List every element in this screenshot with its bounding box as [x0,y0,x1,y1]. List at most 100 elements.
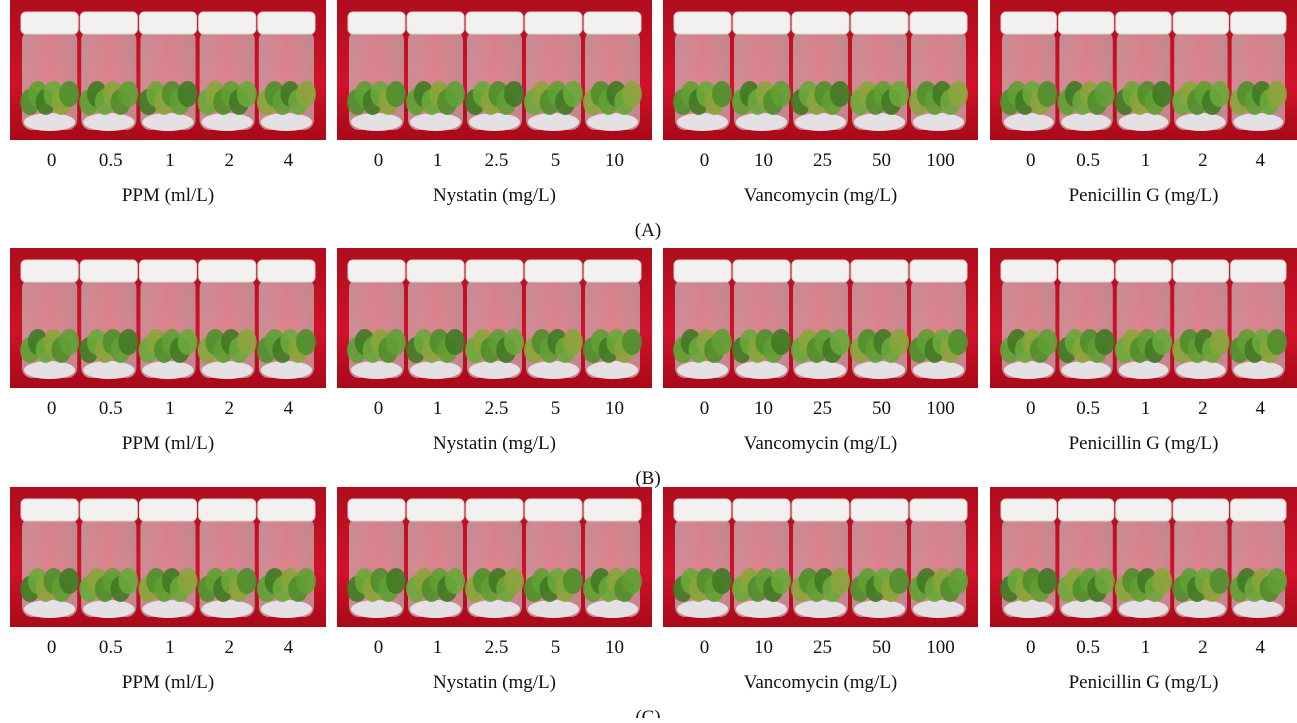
plantlet [177,568,198,594]
concentration-label: 100 [926,150,955,171]
plantlet [59,81,80,107]
plantlet [445,81,465,107]
plantlet [445,329,465,355]
jar-lid [524,259,583,283]
medium [677,600,728,618]
jar-lid [79,498,138,522]
jar-lid [909,259,968,283]
jar-lid [257,498,316,522]
concentration-label: 10 [754,637,773,658]
plantlet [563,568,583,594]
medium [587,600,638,618]
jar-lid [465,11,524,35]
jar-lid [465,498,524,522]
concentration-label: 5 [551,398,561,419]
jar-lid [583,498,642,522]
jar-lid [465,259,524,283]
concentration-label: 0.5 [99,398,123,419]
medium [913,361,964,379]
jar-lid [791,11,850,35]
concentration-label: 10 [605,637,624,658]
medium [1176,113,1226,131]
photo [337,248,652,388]
panel-caption: Penicillin G (mg/L) [1069,433,1219,454]
medium [23,600,76,618]
jar-lid [583,11,642,35]
plantlet [59,568,80,594]
plantlet [236,81,257,107]
jar-lid [257,11,316,35]
plantlet [59,329,80,355]
medium [1176,361,1226,379]
plantlet [1267,568,1287,594]
concentration-label: 0.5 [1076,150,1100,171]
concentration-label: 4 [1256,637,1266,658]
concentration-label: 1 [433,637,443,658]
concentration-label: 0 [47,398,57,419]
photo [337,487,652,627]
concentration-label: 0 [700,637,710,658]
jar-lid [732,498,791,522]
panel-caption: Nystatin (mg/L) [433,672,556,693]
medium [351,600,402,618]
medium [587,113,638,131]
medium [23,113,76,131]
plantlet [236,568,257,594]
concentration-label: 0 [374,150,384,171]
plantlet [504,329,524,355]
jar-lid [909,11,968,35]
plantlet [504,568,524,594]
plantlet [771,568,791,594]
medium [201,600,253,618]
medium [913,113,964,131]
plantlet [1209,329,1230,355]
medium [469,361,520,379]
medium [142,361,194,379]
concentration-label: 1 [165,398,175,419]
medium [23,361,76,379]
panel-caption: Nystatin (mg/L) [433,433,556,454]
concentration-label: 4 [284,150,294,171]
photo [663,487,978,627]
jar-lid [79,11,138,35]
plantlet [712,329,732,355]
plantlet [622,81,642,107]
panel-caption: Vancomycin (mg/L) [744,672,898,693]
medium [1061,361,1111,379]
concentration-label: 2.5 [485,398,509,419]
concentration-label: 1 [1141,150,1151,171]
jar-lid [1172,11,1230,35]
medium [587,361,638,379]
medium [913,600,964,618]
plantlet [712,81,732,107]
jar-lid [524,498,583,522]
jar-lid [850,259,909,283]
concentration-label: 0 [1026,150,1036,171]
medium [854,113,905,131]
plantlet [1094,81,1115,107]
plantlet [1037,81,1058,107]
medium [201,361,253,379]
concentration-label: 2.5 [485,637,509,658]
plantlet [1267,329,1287,355]
photo [990,248,1297,388]
plantlet [118,568,139,594]
jar-lid [347,11,406,35]
row-label: (C) [635,707,660,718]
jar-lid [20,11,79,35]
concentration-label: 2 [224,398,234,419]
medium [201,113,253,131]
concentration-label: 25 [813,637,832,658]
concentration-label: 5 [551,637,561,658]
photo [990,487,1297,627]
medium [260,600,312,618]
jar-lid [1172,259,1230,283]
plantlet [445,568,465,594]
jar-lid [791,498,850,522]
concentration-label: 0 [374,637,384,658]
medium [260,361,312,379]
jar-lid [138,259,198,283]
plantlet [118,81,139,107]
jar-lid [138,498,198,522]
jar-lid [347,498,406,522]
